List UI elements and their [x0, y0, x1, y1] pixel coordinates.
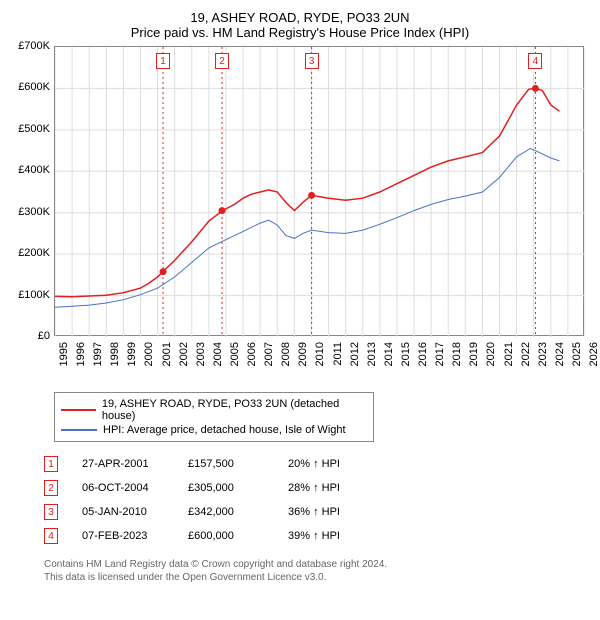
x-tick-label: 2018	[451, 342, 463, 366]
y-axis: £0£100K£200K£300K£400K£500K£600K£700K	[8, 46, 54, 336]
event-marker-2: 2	[215, 53, 229, 69]
event-pct: 20% ↑ HPI	[288, 458, 398, 470]
x-tick-label: 2017	[434, 342, 446, 366]
x-tick-label: 1999	[126, 342, 138, 366]
y-tick-label: £300K	[18, 206, 50, 218]
chart-title: 19, ASHEY ROAD, RYDE, PO33 2UN	[8, 10, 592, 25]
y-tick-label: £600K	[18, 81, 50, 93]
x-tick-label: 2016	[417, 342, 429, 366]
event-pct: 28% ↑ HPI	[288, 482, 398, 494]
event-pct: 36% ↑ HPI	[288, 506, 398, 518]
x-tick-label: 2021	[503, 342, 515, 366]
event-row: 206-OCT-2004£305,00028% ↑ HPI	[44, 476, 592, 500]
y-tick-label: £500K	[18, 123, 50, 135]
event-date: 27-APR-2001	[58, 458, 188, 470]
event-marker: 3	[44, 504, 58, 520]
x-tick-label: 2000	[143, 342, 155, 366]
chart-container: 19, ASHEY ROAD, RYDE, PO33 2UN Price pai…	[0, 0, 600, 594]
x-tick-label: 2015	[400, 342, 412, 366]
y-tick-label: £700K	[18, 40, 50, 52]
footer-line: This data is licensed under the Open Gov…	[44, 571, 592, 584]
x-tick-label: 2014	[383, 342, 395, 366]
x-tick-label: 2003	[195, 342, 207, 366]
x-tick-label: 2019	[468, 342, 480, 366]
x-tick-label: 2013	[366, 342, 378, 366]
x-tick-label: 1995	[58, 342, 70, 366]
chart-area: £0£100K£200K£300K£400K£500K£600K£700K 12…	[8, 46, 592, 386]
event-row: 407-FEB-2023£600,00039% ↑ HPI	[44, 524, 592, 548]
event-date: 07-FEB-2023	[58, 530, 188, 542]
x-tick-label: 2006	[246, 342, 258, 366]
x-tick-label: 2022	[520, 342, 532, 366]
x-tick-label: 2001	[161, 342, 173, 366]
x-tick-label: 1997	[92, 342, 104, 366]
x-tick-label: 1996	[75, 342, 87, 366]
event-price: £305,000	[188, 482, 288, 494]
event-marker-4: 4	[528, 53, 542, 69]
event-date: 05-JAN-2010	[58, 506, 188, 518]
event-marker-3: 3	[305, 53, 319, 69]
x-tick-label: 2012	[349, 342, 361, 366]
y-tick-label: £0	[38, 330, 50, 342]
x-tick-label: 2011	[332, 342, 344, 366]
events-table: 127-APR-2001£157,50020% ↑ HPI206-OCT-200…	[44, 452, 592, 548]
legend-swatch	[61, 429, 97, 431]
event-price: £600,000	[188, 530, 288, 542]
legend-label: 19, ASHEY ROAD, RYDE, PO33 2UN (detached…	[102, 398, 367, 422]
legend-item: HPI: Average price, detached house, Isle…	[61, 423, 367, 437]
x-tick-label: 2023	[537, 342, 549, 366]
legend-item: 19, ASHEY ROAD, RYDE, PO33 2UN (detached…	[61, 397, 367, 423]
event-row: 305-JAN-2010£342,00036% ↑ HPI	[44, 500, 592, 524]
footer-line: Contains HM Land Registry data © Crown c…	[44, 558, 592, 571]
event-date: 06-OCT-2004	[58, 482, 188, 494]
x-tick-label: 2005	[229, 342, 241, 366]
y-tick-label: £400K	[18, 164, 50, 176]
x-tick-label: 2008	[280, 342, 292, 366]
legend: 19, ASHEY ROAD, RYDE, PO33 2UN (detached…	[54, 392, 374, 442]
x-tick-label: 2026	[588, 342, 600, 366]
legend-swatch	[61, 409, 96, 411]
x-tick-label: 1998	[109, 342, 121, 366]
x-tick-label: 2020	[485, 342, 497, 366]
x-tick-label: 2024	[554, 342, 566, 366]
y-tick-label: £100K	[18, 289, 50, 301]
event-marker: 2	[44, 480, 58, 496]
x-tick-label: 2002	[178, 342, 190, 366]
legend-label: HPI: Average price, detached house, Isle…	[103, 424, 346, 436]
event-marker: 1	[44, 456, 58, 472]
x-tick-label: 2009	[297, 342, 309, 366]
event-row: 127-APR-2001£157,50020% ↑ HPI	[44, 452, 592, 476]
x-tick-label: 2004	[212, 342, 224, 366]
event-price: £342,000	[188, 506, 288, 518]
event-marker-1: 1	[156, 53, 170, 69]
footer-attribution: Contains HM Land Registry data © Crown c…	[44, 558, 592, 584]
event-price: £157,500	[188, 458, 288, 470]
event-marker: 4	[44, 528, 58, 544]
x-tick-label: 2025	[571, 342, 583, 366]
x-tick-label: 2007	[263, 342, 275, 366]
x-tick-label: 2010	[314, 342, 326, 366]
event-pct: 39% ↑ HPI	[288, 530, 398, 542]
y-tick-label: £200K	[18, 247, 50, 259]
x-axis: 1995 1996 1997 1998 1999 2000 2001 2002 2003 2004…	[54, 338, 584, 384]
chart-subtitle: Price paid vs. HM Land Registry's House …	[8, 25, 592, 40]
plot-area: 1 2 3 4	[54, 46, 584, 336]
